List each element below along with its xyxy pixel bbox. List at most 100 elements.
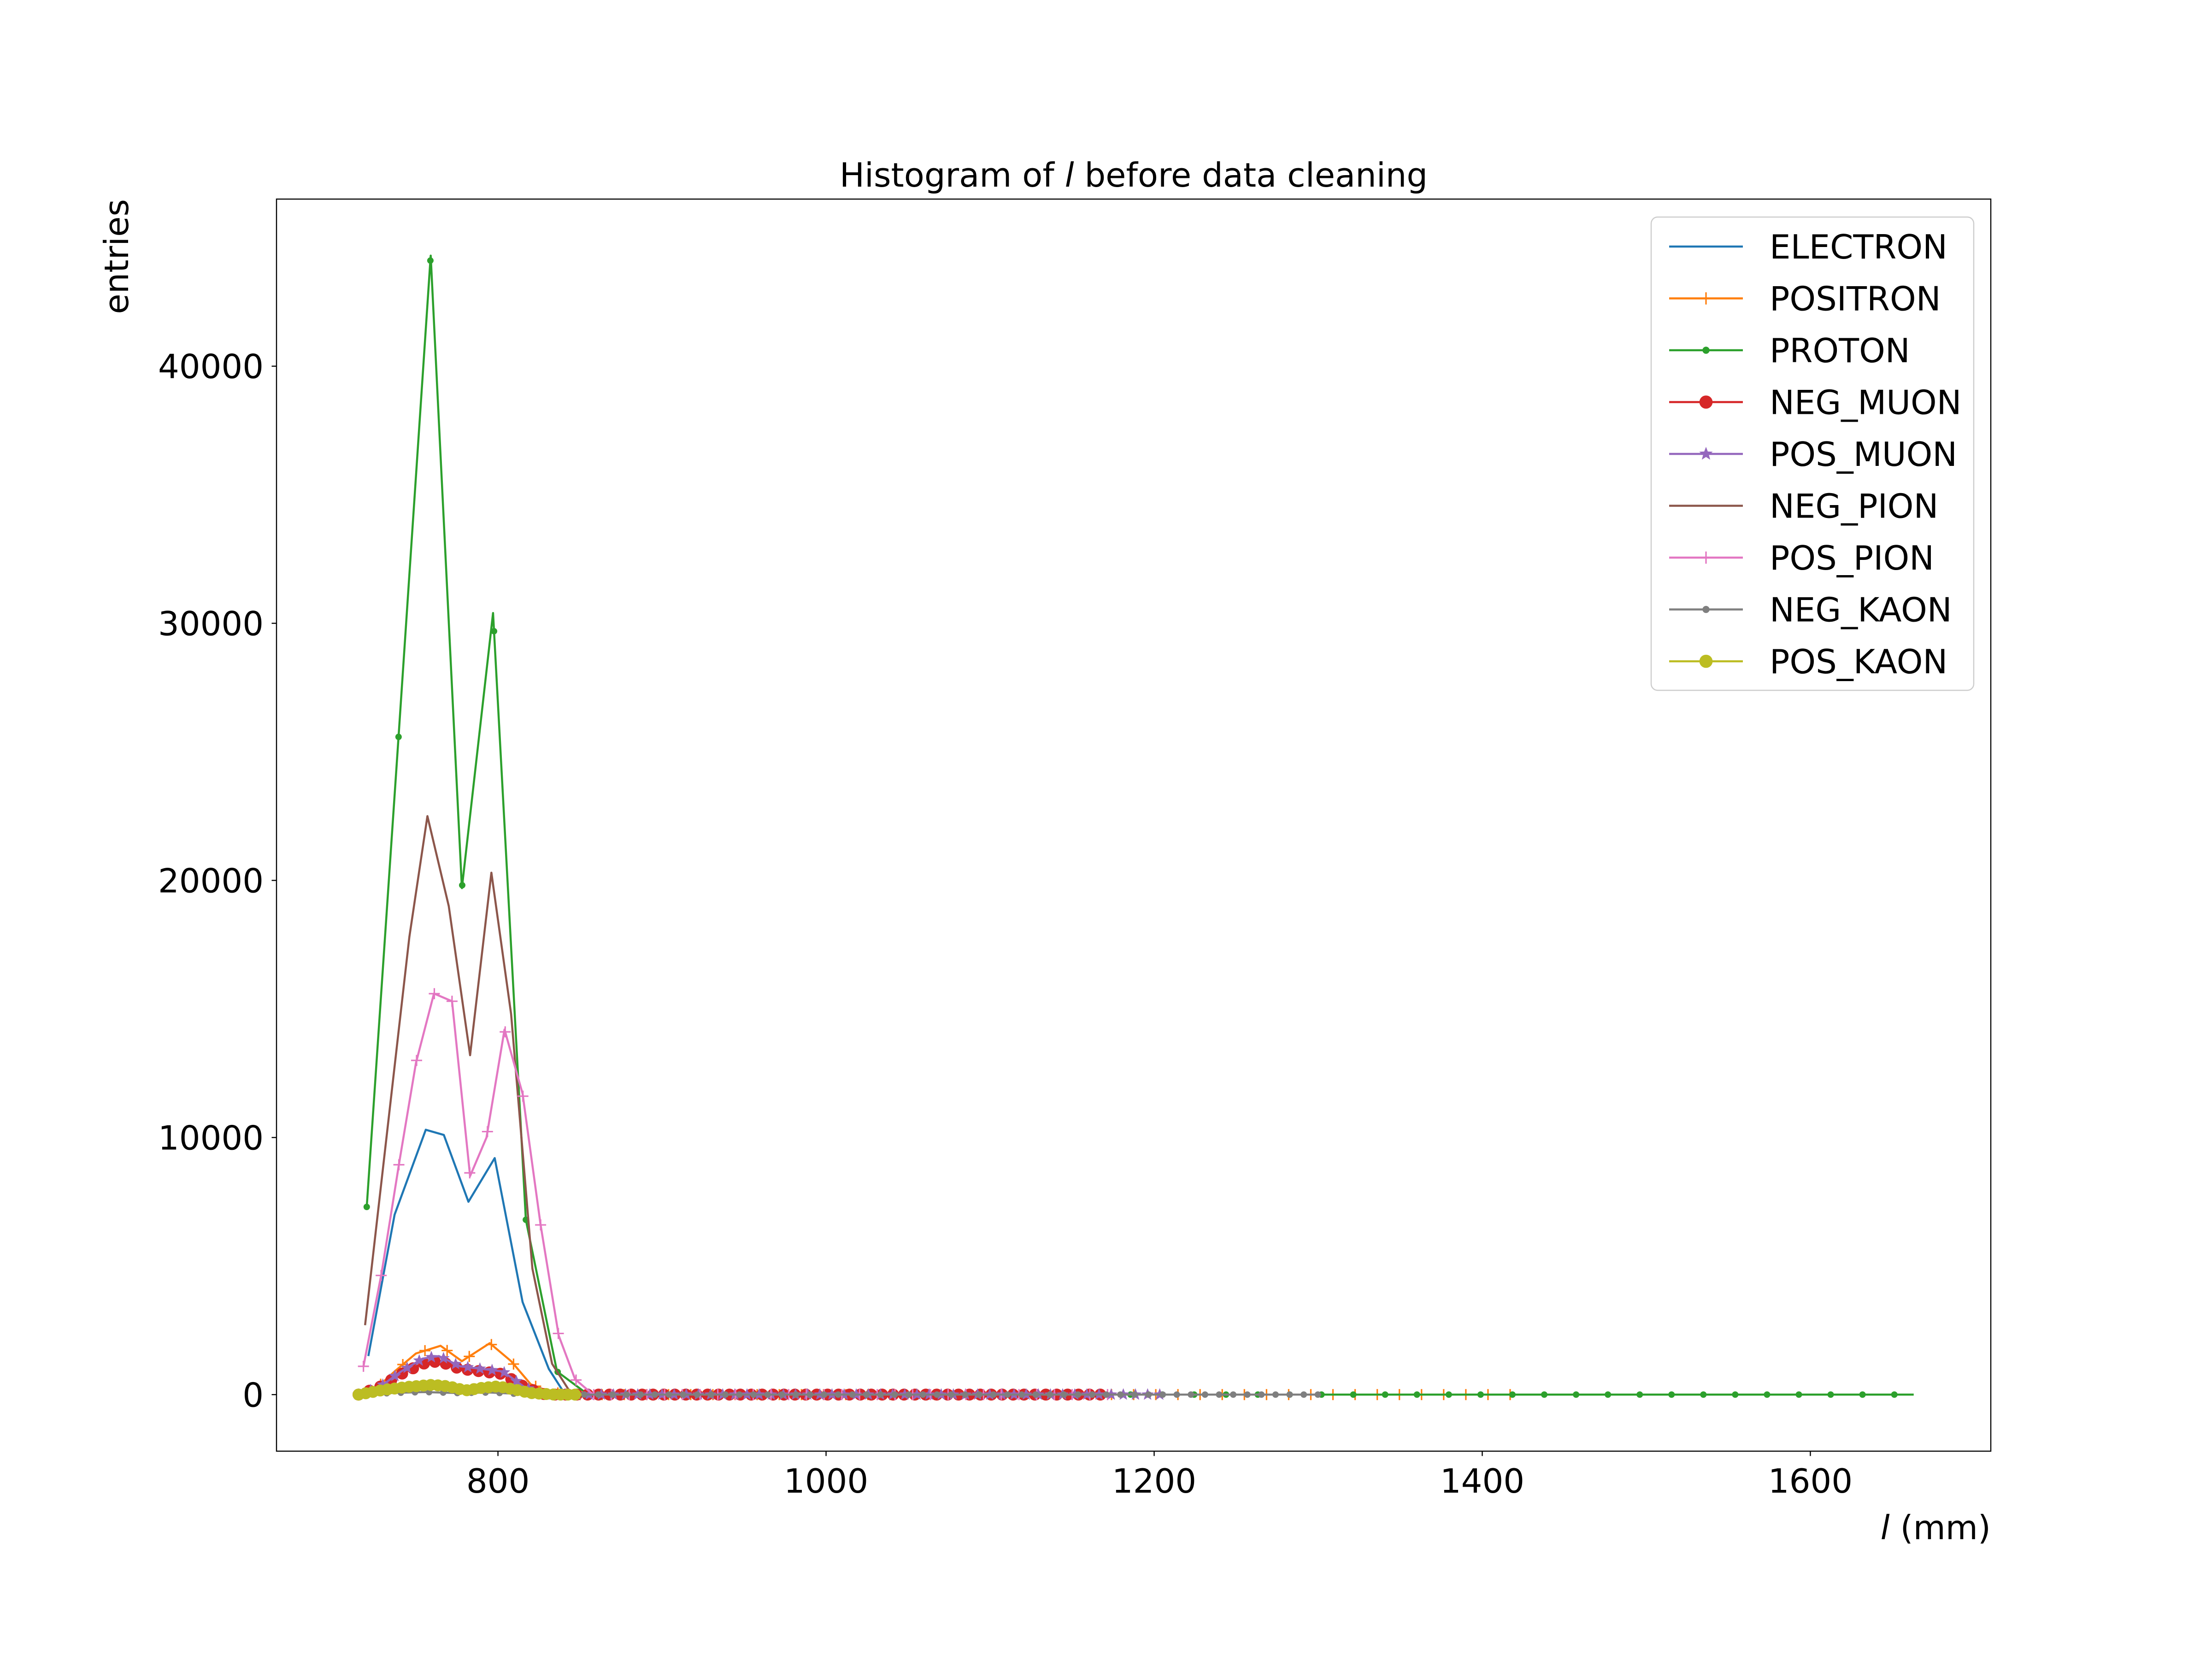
data-point	[581, 1391, 588, 1398]
legend-item-neg-muon: NEG_MUON	[1669, 383, 1962, 422]
series-neg-pion	[364, 815, 581, 1396]
data-point	[891, 1391, 898, 1398]
data-point	[806, 1391, 813, 1398]
legend-marker	[1700, 292, 1712, 305]
series-line-neg-pion	[364, 815, 581, 1396]
data-point	[363, 1203, 370, 1210]
legend-frame	[1650, 216, 1975, 691]
data-point	[708, 1391, 715, 1398]
data-point	[535, 1219, 547, 1231]
data-point	[1605, 1391, 1612, 1398]
data-point	[1732, 1391, 1739, 1398]
data-point	[1413, 1391, 1420, 1398]
series-line-electron	[367, 1129, 580, 1396]
legend-item-positron: POSITRON	[1669, 280, 1941, 318]
data-point	[1258, 1391, 1265, 1398]
data-point	[750, 1391, 757, 1398]
data-point	[376, 1270, 387, 1281]
data-point	[1477, 1391, 1484, 1398]
data-point	[1382, 1391, 1388, 1398]
data-point	[1075, 1391, 1082, 1398]
legend-marker	[1700, 551, 1712, 564]
data-point	[1201, 1391, 1208, 1398]
legend-marker	[1699, 447, 1713, 460]
legend: ELECTRON POSITRON PROTON NEG_MUON POS_MUON NE…	[1650, 216, 1975, 691]
data-point	[474, 1362, 486, 1374]
data-point	[1060, 1391, 1067, 1398]
legend-marker	[1699, 395, 1713, 409]
data-point	[1445, 1391, 1452, 1398]
data-point	[694, 1391, 700, 1398]
data-point	[1286, 1391, 1293, 1398]
data-point	[1159, 1391, 1166, 1398]
x-tick-label: 1600	[1768, 1462, 1853, 1500]
legend-item-pos-pion: POS_PION	[1669, 539, 1934, 577]
data-point	[595, 1391, 602, 1398]
data-point	[419, 1345, 431, 1356]
data-point	[1188, 1391, 1194, 1398]
data-point	[778, 1391, 785, 1398]
data-point	[449, 1358, 462, 1370]
x-tick-label: 1200	[1112, 1462, 1196, 1500]
data-point	[835, 1391, 841, 1398]
data-point	[446, 995, 458, 1007]
data-point	[1173, 1391, 1180, 1398]
data-point	[1541, 1391, 1548, 1398]
data-point	[411, 1055, 423, 1066]
data-point	[1018, 1391, 1025, 1398]
y-tick-label: 10000	[158, 1118, 264, 1157]
legend-label: NEG_MUON	[1770, 383, 1962, 422]
data-point	[905, 1391, 912, 1398]
data-point	[1795, 1391, 1802, 1398]
data-point	[1216, 1391, 1223, 1398]
data-point	[793, 1391, 800, 1398]
legend-label: POS_MUON	[1770, 435, 1957, 474]
data-point	[947, 1391, 954, 1398]
legend-label: POS_PION	[1770, 539, 1934, 577]
data-point	[962, 1391, 969, 1398]
data-point	[500, 1026, 511, 1038]
y-tick-label: 30000	[158, 605, 264, 643]
data-point	[849, 1391, 856, 1398]
y-tick-label: 0	[242, 1376, 264, 1414]
data-point	[919, 1391, 926, 1398]
legend-item-electron: ELECTRON	[1669, 228, 1947, 266]
data-point	[388, 1369, 401, 1382]
data-point	[1636, 1391, 1643, 1398]
data-point	[1668, 1391, 1675, 1398]
series-electron	[367, 1129, 580, 1396]
chart-title: Histogram of l before data cleaning	[840, 156, 1428, 194]
data-point	[437, 1352, 450, 1364]
x-tick-label: 1000	[784, 1462, 868, 1500]
data-point	[441, 1345, 453, 1356]
data-point	[1131, 1391, 1138, 1398]
data-point	[863, 1391, 870, 1398]
data-point	[722, 1391, 729, 1398]
plot-frame	[276, 198, 1992, 1452]
data-point	[491, 628, 498, 635]
data-point	[393, 1159, 405, 1171]
data-point	[637, 1391, 644, 1398]
series-line-proton	[365, 254, 1914, 1396]
data-point	[510, 1375, 523, 1387]
data-point	[1700, 1391, 1707, 1398]
legend-label: ELECTRON	[1770, 228, 1947, 266]
data-point	[498, 1366, 511, 1378]
x-tick-label: 800	[466, 1462, 529, 1500]
legend-label: NEG_PION	[1770, 487, 1938, 526]
data-point	[425, 1351, 438, 1363]
data-point	[486, 1364, 499, 1376]
data-point	[429, 988, 440, 1000]
data-point	[1891, 1391, 1898, 1398]
data-point	[571, 1374, 582, 1386]
y-axis-ticks: 0 10000 20000 30000 40000	[158, 347, 276, 1414]
data-point	[395, 734, 402, 741]
data-point	[990, 1391, 997, 1398]
data-point	[680, 1391, 687, 1398]
data-point	[1827, 1391, 1834, 1398]
legend-item-neg-pion: NEG_PION	[1669, 487, 1938, 526]
y-tick-label: 20000	[158, 861, 264, 900]
data-point	[1032, 1391, 1039, 1398]
data-point	[413, 1354, 425, 1366]
